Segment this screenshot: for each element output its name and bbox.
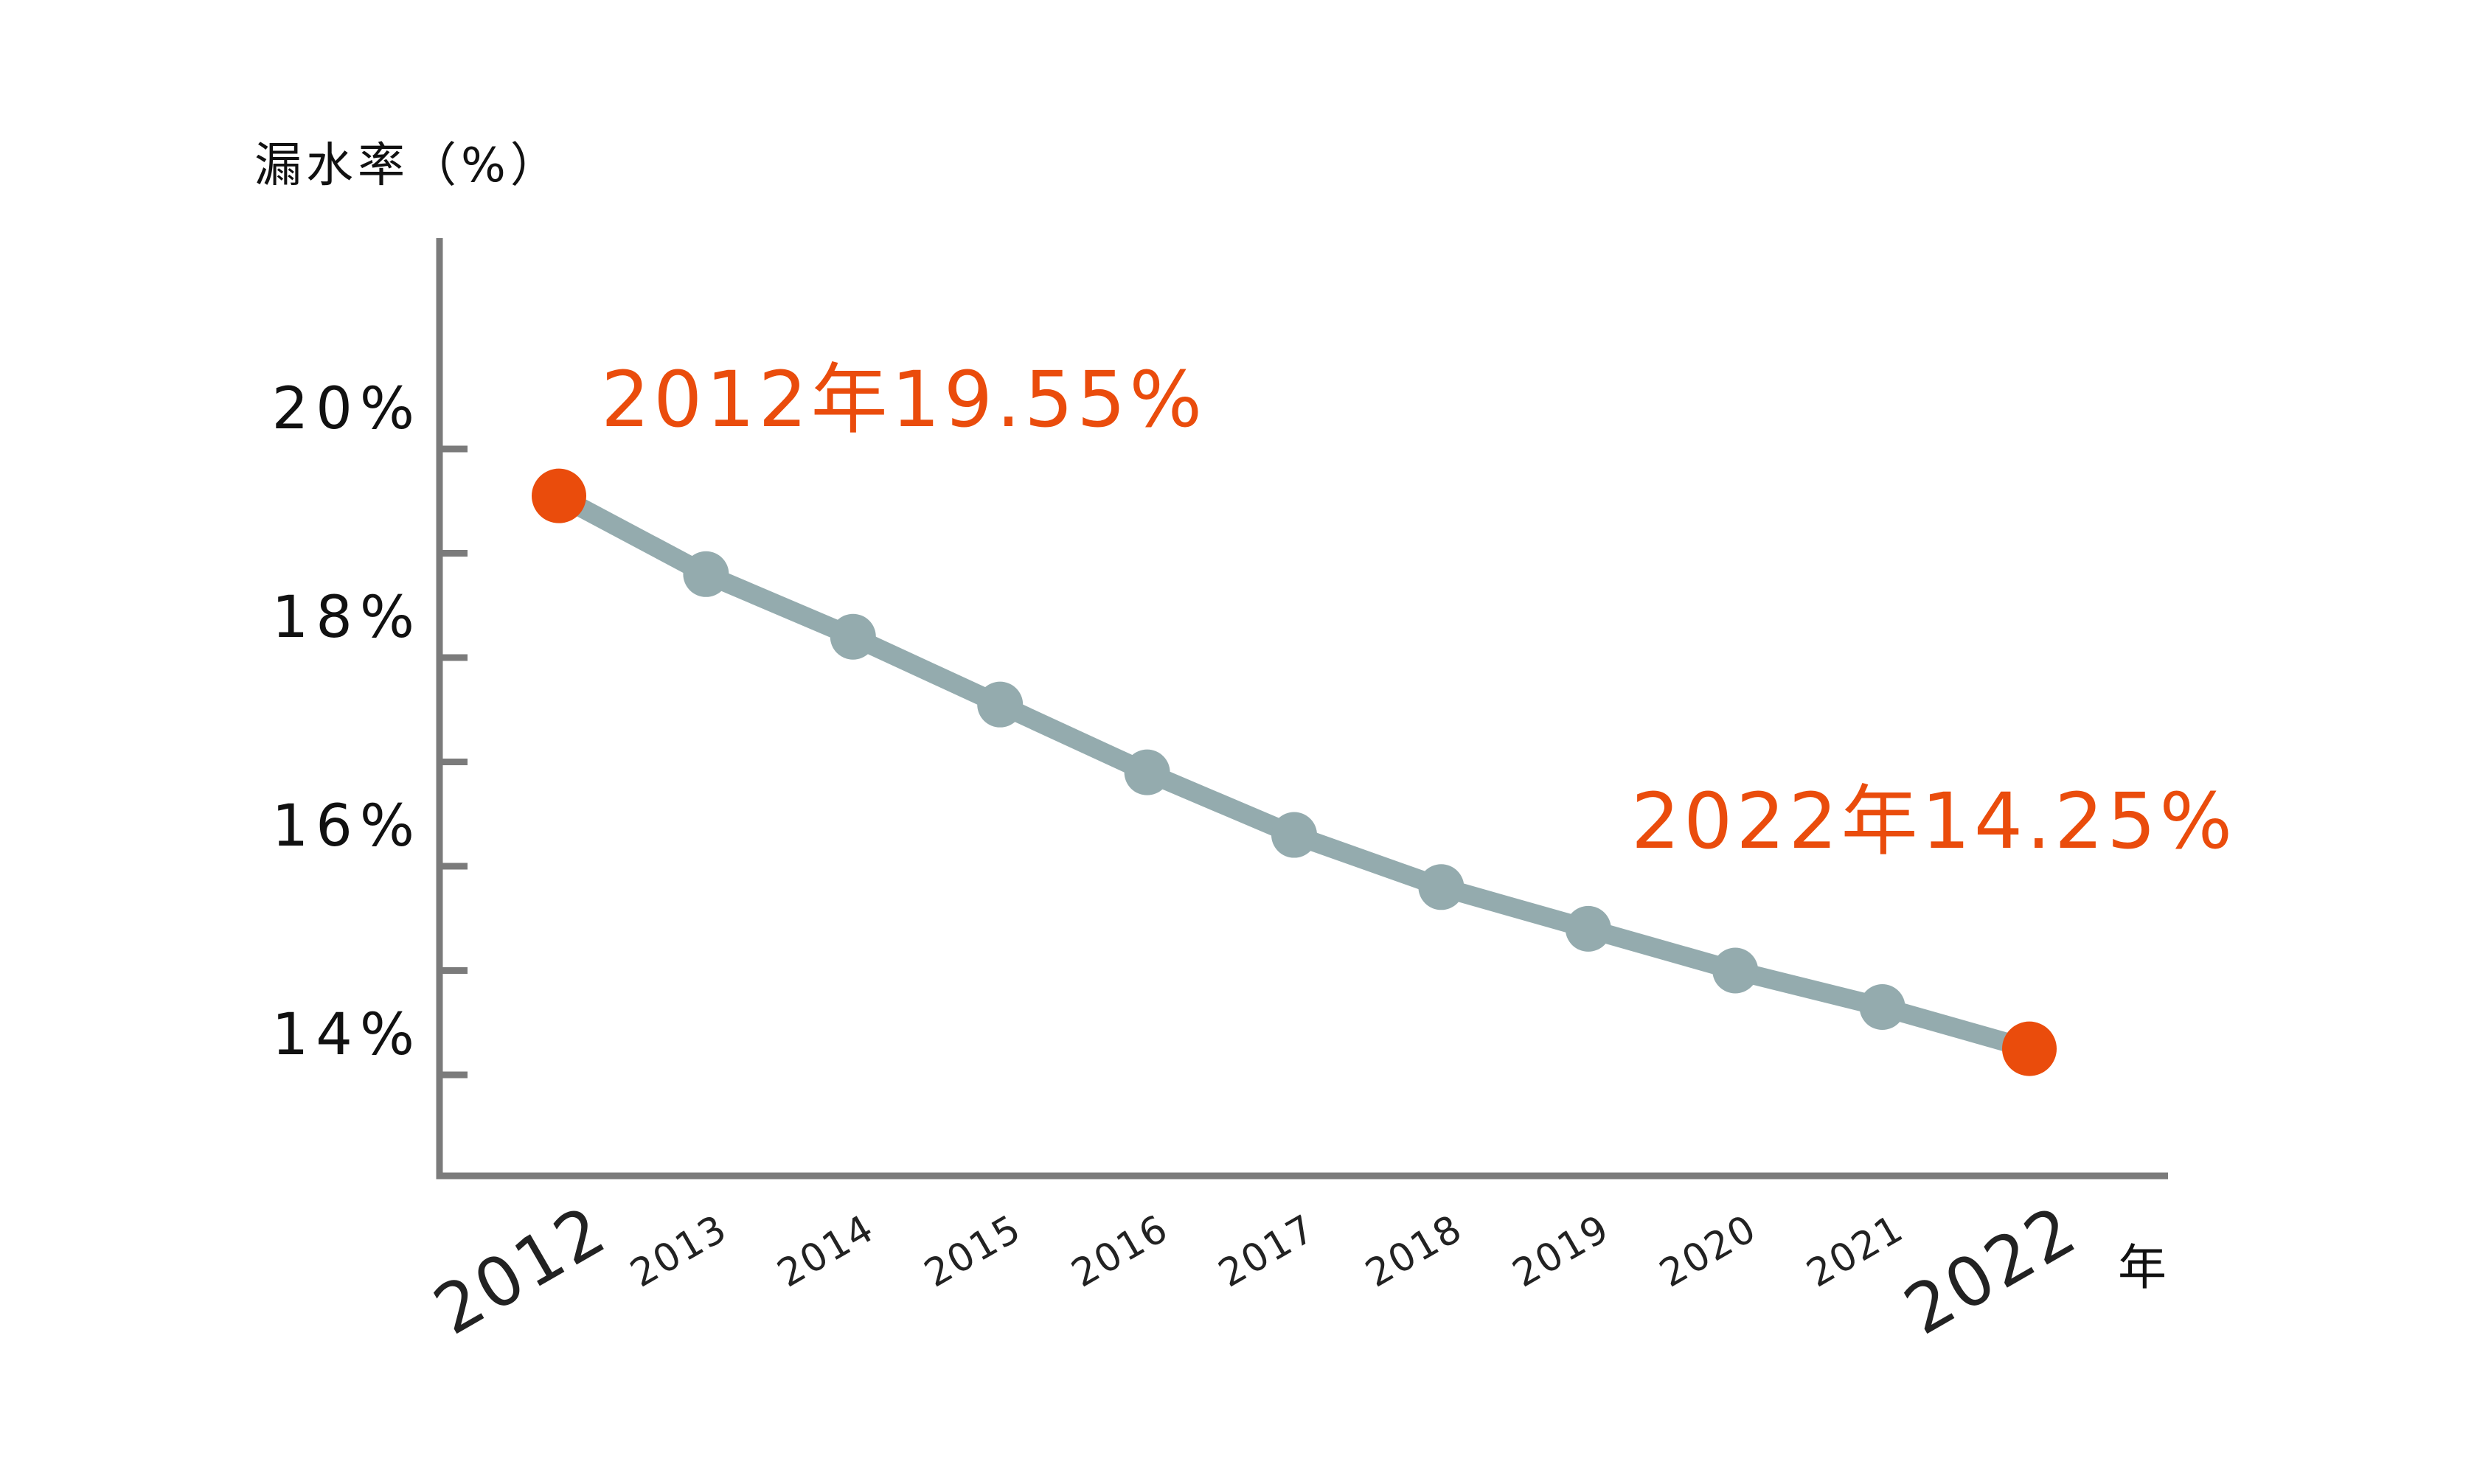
data-point: [1565, 905, 1611, 952]
x-tick-label: 2018: [1358, 1206, 1470, 1296]
x-tick-label: 2014: [771, 1206, 883, 1296]
x-tick-label: 2015: [917, 1206, 1029, 1296]
x-tick-label: 2016: [1064, 1206, 1176, 1296]
data-point: [1124, 749, 1170, 795]
y-ticks: 20% 18% 16% 14%: [272, 376, 468, 1079]
points-layer: [532, 468, 2057, 1076]
y-tick-label: 14%: [272, 1002, 422, 1068]
highlight-point: [532, 468, 586, 523]
y-axis-title: 漏水率（%）: [254, 139, 562, 193]
x-tick-label: 2019: [1506, 1206, 1618, 1296]
annotation-label: 2022年14.25%: [1631, 776, 2236, 866]
annotation-label: 2012年19.55%: [601, 355, 1206, 445]
highlight-point: [2002, 1021, 2057, 1076]
x-axis-unit-label: 年: [2118, 1239, 2167, 1296]
x-tick-label: 2022: [1891, 1190, 2091, 1351]
annotations-layer: 2012年19.55% 2022年14.25%: [601, 355, 2236, 866]
data-point: [1418, 864, 1465, 910]
y-tick-label: 18%: [272, 585, 422, 651]
data-point: [830, 613, 876, 660]
data-point: [1859, 984, 1905, 1031]
x-tick-label: 2013: [623, 1206, 735, 1296]
y-tick-label: 20%: [272, 376, 422, 442]
data-point: [1271, 812, 1317, 858]
x-tick-label: 2017: [1212, 1206, 1324, 1296]
x-tick-label: 2020: [1653, 1206, 1765, 1296]
data-point: [683, 551, 729, 597]
series-layer: [549, 486, 2039, 1059]
data-point: [977, 681, 1024, 728]
data-point: [1712, 947, 1759, 994]
x-tick-label: 2012: [421, 1190, 620, 1351]
y-tick-label: 16%: [272, 793, 422, 860]
x-ticks: 2012 2013 2014 2015 2016 2017 2018 2019 2020 2021…: [421, 1190, 2091, 1351]
series-line: [549, 486, 2039, 1059]
